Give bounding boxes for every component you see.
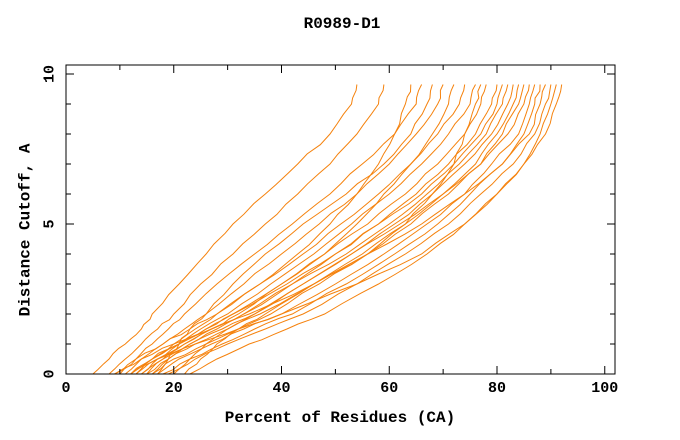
curve-model-14 <box>135 84 509 375</box>
curve-model-06 <box>124 84 444 375</box>
curve-model-01 <box>92 84 358 375</box>
plot-frame <box>65 64 616 375</box>
x-tick-label: 60 <box>380 380 398 397</box>
curve-model-24 <box>130 84 563 375</box>
curve-model-19 <box>157 84 536 375</box>
x-tick-label: 80 <box>488 380 506 397</box>
chart-title: R0989-D1 <box>304 15 381 33</box>
curve-model-03 <box>114 84 412 375</box>
curve-model-07 <box>130 84 455 375</box>
curve-model-13 <box>130 84 503 375</box>
curve-model-10 <box>141 84 476 375</box>
curve-model-04 <box>119 84 423 375</box>
x-tick-label: 0 <box>61 380 70 397</box>
y-tick-label: 10 <box>41 65 58 83</box>
curve-model-23 <box>189 84 557 375</box>
y-tick-label: 5 <box>41 219 58 228</box>
curve-model-22 <box>168 84 552 375</box>
x-tick-label: 40 <box>272 380 290 397</box>
axis-ticks <box>65 65 615 375</box>
x-tick-label: 20 <box>165 380 183 397</box>
curve-model-18 <box>173 84 530 375</box>
curve-model-02 <box>108 84 385 375</box>
curve-model-16 <box>146 84 520 375</box>
curve-model-20 <box>162 84 541 375</box>
plot-frame-rect <box>65 64 616 375</box>
x-tick-label: 100 <box>591 380 618 397</box>
x-axis-label: Percent of Residues (CA) <box>225 409 455 427</box>
y-axis-label: Distance Cutoff, A <box>17 143 35 316</box>
x-tick-labels: 0 20 40 60 80 100 <box>61 380 618 397</box>
curve-model-08 <box>135 84 466 375</box>
y-tick-labels: 0 5 10 <box>41 65 58 379</box>
curve-lines <box>92 84 563 375</box>
curve-model-21 <box>184 84 546 375</box>
y-tick-label: 0 <box>41 369 58 378</box>
